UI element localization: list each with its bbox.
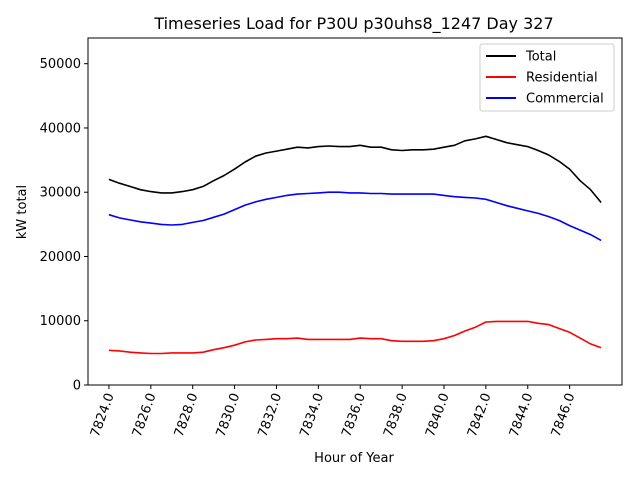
legend-label-residential: Residential	[526, 71, 598, 86]
y-tick-label: 20000	[40, 250, 81, 265]
y-axis: 0 10000 20000 30000 40000 50000	[40, 57, 88, 394]
y-axis-title: kW total	[15, 185, 30, 239]
series-line-total	[108, 135, 602, 204]
legend-label-commercial: Commercial	[526, 92, 604, 107]
legend-frame	[479, 43, 615, 112]
legend: Total Residential Commercial	[479, 43, 615, 112]
series-line-commercial	[108, 191, 602, 242]
chart-title: Timeseries Load for P30U p30uhs8_1247 Da…	[153, 14, 553, 34]
series-line-residential	[108, 320, 602, 355]
plot-area	[108, 135, 602, 355]
x-axis-title: Hour of Year	[314, 451, 394, 466]
y-tick-label: 0	[73, 379, 81, 394]
y-tick-label: 50000	[40, 57, 81, 72]
y-tick-label: 40000	[40, 121, 81, 136]
y-tick-label: 10000	[40, 314, 81, 329]
plot-frame	[87, 37, 623, 386]
legend-label-total: Total	[525, 50, 556, 65]
y-tick-label: 30000	[40, 186, 81, 201]
